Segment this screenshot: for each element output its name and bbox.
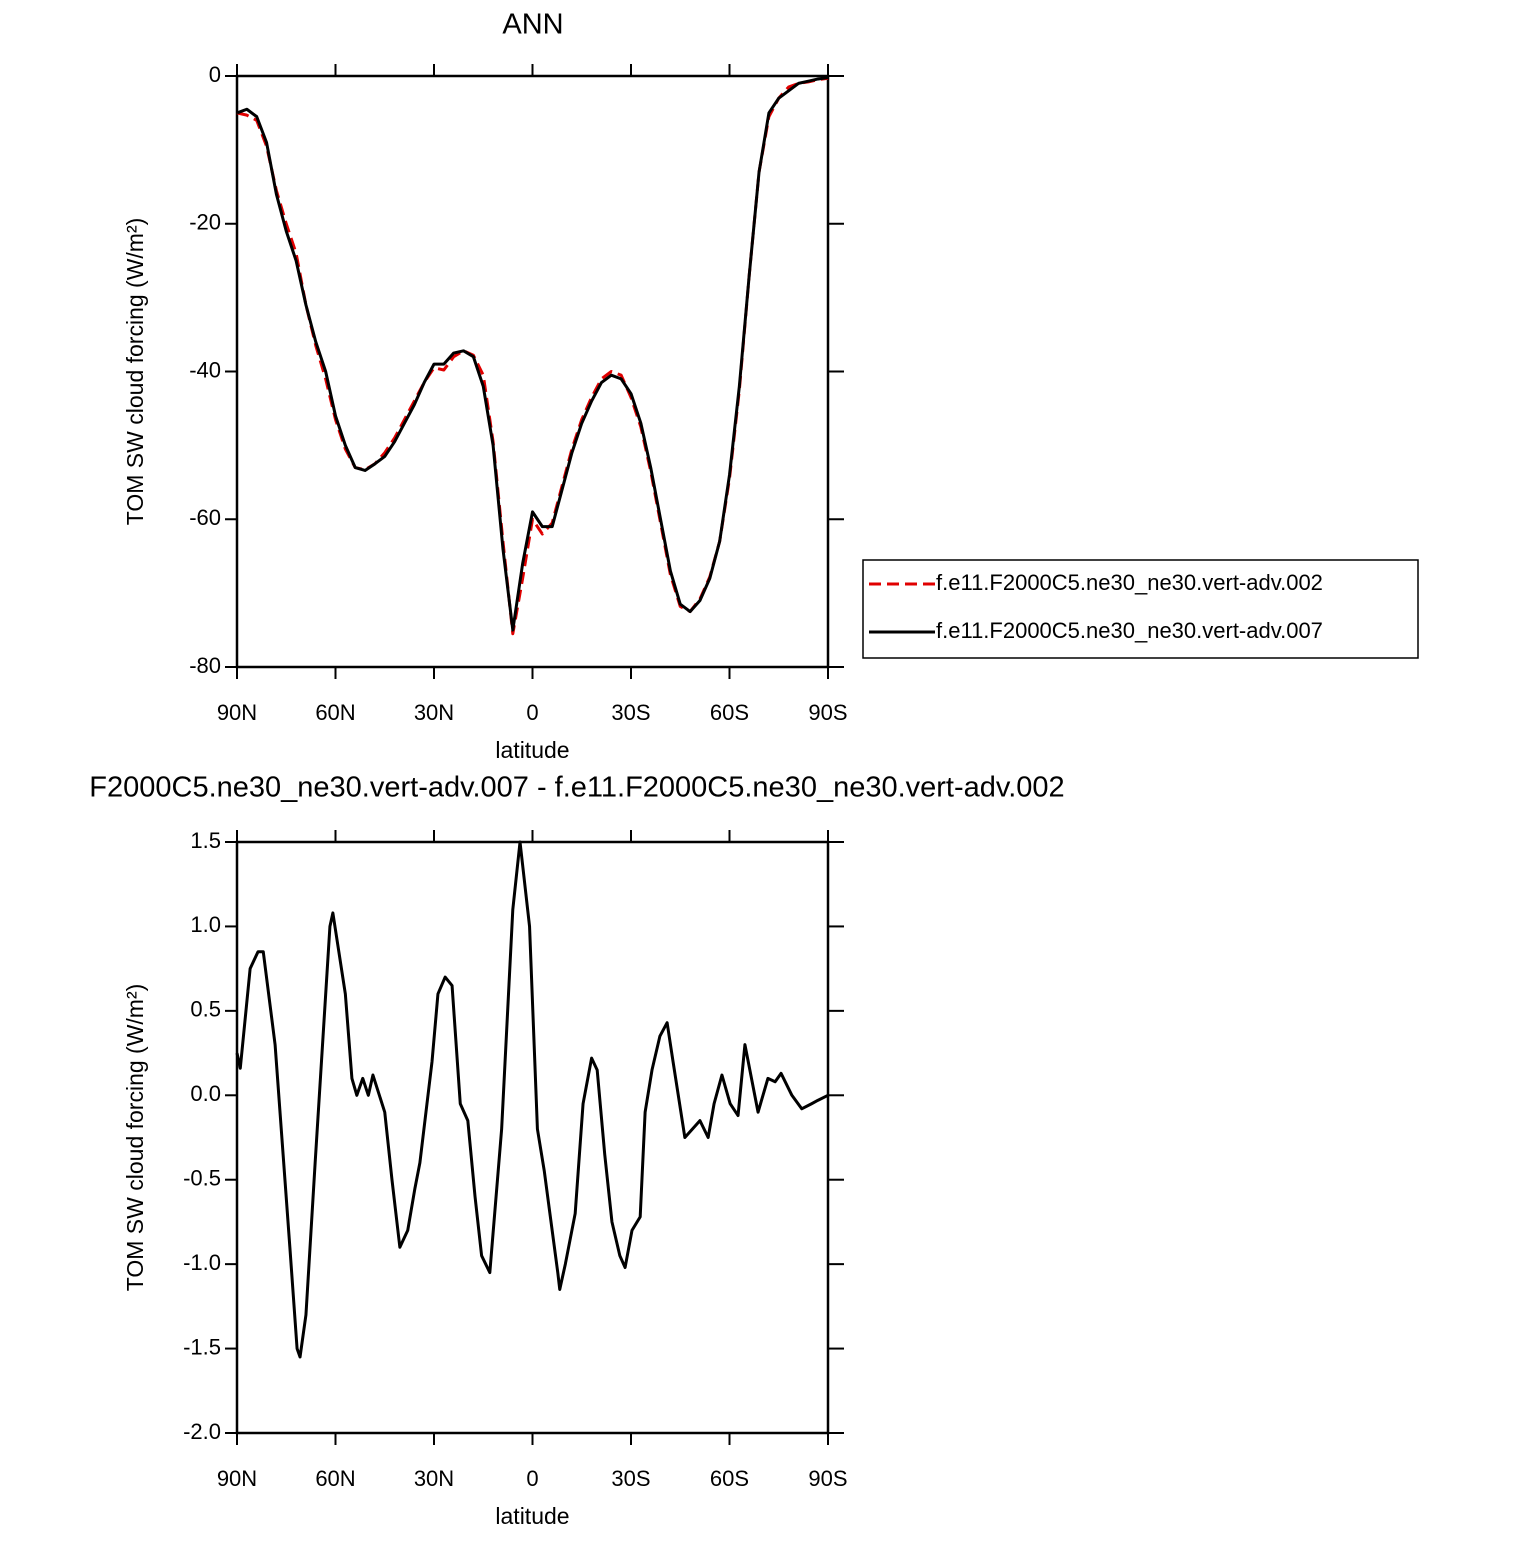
x-tick-label: 60N — [315, 1466, 355, 1491]
x-tick-label: 60S — [710, 1466, 749, 1491]
plot-frame — [235, 74, 830, 669]
data-line — [235, 840, 829, 1359]
legend-box — [862, 559, 1419, 659]
y-tick-label: -0.5 — [183, 1166, 221, 1191]
data-line — [236, 75, 829, 632]
data-line — [236, 76, 829, 636]
x-axis-label: latitude — [495, 1503, 569, 1529]
y-tick-label: -1.5 — [183, 1334, 221, 1359]
x-tick-label: 60S — [710, 700, 749, 725]
legend-label: f.e11.F2000C5.ne30_ne30.vert-adv.007 — [936, 618, 1323, 643]
x-tick-label: 30S — [611, 1466, 650, 1491]
y-tick-label: -80 — [189, 653, 221, 678]
y-tick-label: -60 — [189, 505, 221, 530]
x-tick-label: 90N — [217, 700, 257, 725]
y-tick-label: 1.0 — [190, 912, 221, 937]
y-tick-label: -1.0 — [183, 1250, 221, 1275]
y-tick-label: 1.5 — [190, 828, 221, 853]
y-tick-label: 0.0 — [190, 1081, 221, 1106]
x-axis-label: latitude — [495, 737, 569, 763]
y-tick-label: 0 — [209, 62, 221, 87]
y-tick-label: -40 — [189, 357, 221, 382]
y-tick-label: -20 — [189, 210, 221, 235]
x-tick-label: 0 — [526, 1466, 538, 1491]
x-tick-label: 90N — [217, 1466, 257, 1491]
x-tick-label: 30N — [414, 700, 454, 725]
chart-title: F2000C5.ne30_ne30.vert-adv.007 - f.e11.F… — [89, 772, 1064, 804]
x-tick-label: 90S — [808, 1466, 847, 1491]
x-tick-label: 30S — [611, 700, 650, 725]
legend-label: f.e11.F2000C5.ne30_ne30.vert-adv.002 — [936, 570, 1323, 595]
plot-frame — [235, 840, 830, 1435]
y-tick-label: -2.0 — [183, 1419, 221, 1444]
y-axis-label: TOM SW cloud forcing (W/m²) — [122, 218, 148, 526]
x-tick-label: 60N — [315, 700, 355, 725]
y-axis-label: TOM SW cloud forcing (W/m²) — [122, 984, 148, 1292]
chart-title: ANN — [502, 9, 563, 41]
x-tick-label: 90S — [808, 700, 847, 725]
x-tick-label: 0 — [526, 700, 538, 725]
y-tick-label: 0.5 — [190, 997, 221, 1022]
x-tick-label: 30N — [414, 1466, 454, 1491]
